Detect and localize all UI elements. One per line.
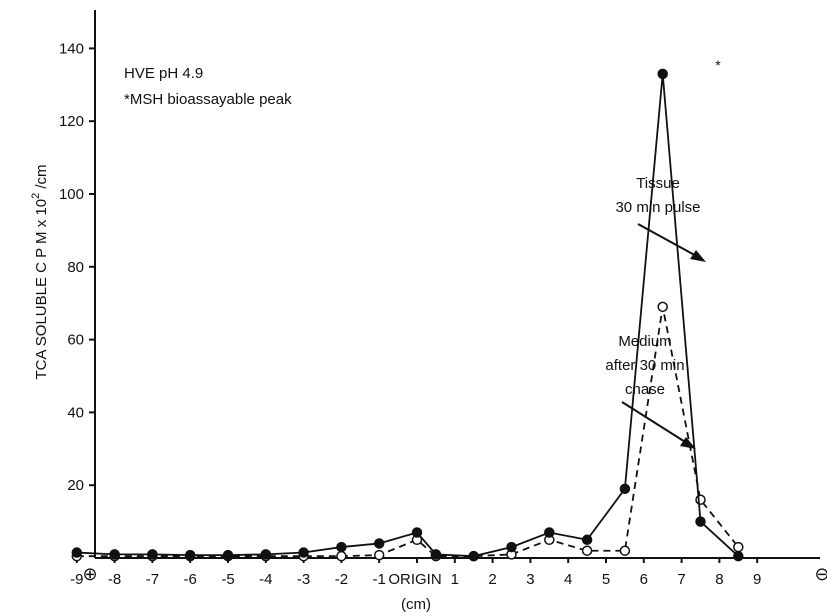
data-point-tissue <box>147 549 158 560</box>
data-point-medium <box>733 541 744 553</box>
annotation-tissue-line2: 30 min pulse <box>615 199 700 216</box>
data-point-tissue <box>695 516 706 527</box>
data-point-medium <box>695 494 706 506</box>
x-tick-label: 7 <box>677 571 685 588</box>
x-tick-label: 5 <box>602 571 610 588</box>
x-tick-label: -8 <box>108 571 121 588</box>
data-point-tissue <box>71 547 83 558</box>
data-point-tissue <box>373 538 385 549</box>
annotation-title-line1: HVE pH 4.9 <box>124 65 203 82</box>
x-tick-label: 9 <box>753 571 761 588</box>
y-axis-title-exponent: 2 <box>30 193 42 199</box>
y-axis-ticks: 20 40 60 80 100 120 140 <box>59 40 95 494</box>
data-point-tissue <box>184 549 196 561</box>
annotation-title-line2: *MSH bioassayable peak <box>124 91 292 108</box>
y-axis-title-main: TCA SOLUBLE C P M x 10 <box>33 199 50 380</box>
medium-arrow-line <box>621 401 691 446</box>
x-tick-label: 8 <box>715 571 723 588</box>
data-point-tissue <box>581 534 593 546</box>
y-axis-title: TCA SOLUBLE C P M x 102 /cm <box>30 164 50 379</box>
x-tick-label: 3 <box>526 571 534 588</box>
y-axis-title-unit: /cm <box>33 164 50 192</box>
data-point-tissue <box>222 549 234 561</box>
data-point-medium <box>657 301 668 313</box>
tissue-arrow-head <box>690 250 706 262</box>
y-tick-label: 40 <box>67 404 84 421</box>
y-tick-label: 140 <box>59 40 84 57</box>
y-tick-label: 80 <box>67 259 84 276</box>
y-tick-label: 120 <box>59 113 84 130</box>
data-point-tissue <box>411 527 423 538</box>
data-point-tissue <box>506 541 517 553</box>
x-axis-end-left-symbol: ⊕ <box>82 564 97 584</box>
data-point-tissue <box>260 549 272 560</box>
data-point-tissue <box>430 549 442 560</box>
data-point-tissue <box>109 549 120 560</box>
annotation-tissue-line1: Tissue <box>636 175 680 192</box>
x-tick-label: ORIGIN <box>388 571 441 588</box>
data-point-tissue <box>619 483 631 495</box>
data-point-medium <box>581 545 593 556</box>
x-tick-label: -5 <box>221 571 234 588</box>
annotation-medium-line2: after 30 min <box>605 357 684 374</box>
data-point-medium <box>373 549 385 561</box>
medium-arrow-head <box>680 437 696 449</box>
series-line-tissue <box>76 73 739 558</box>
x-tick-label: -1 <box>373 571 386 588</box>
x-tick-label: -3 <box>297 571 310 588</box>
data-point-tissue <box>468 550 479 562</box>
x-tick-label: 6 <box>640 571 648 588</box>
data-point-tissue <box>298 547 309 558</box>
x-tick-label: -6 <box>184 571 197 588</box>
x-tick-label: 2 <box>488 571 496 588</box>
y-tick-label: 20 <box>67 477 84 494</box>
x-tick-label: 4 <box>564 571 572 588</box>
annotation-medium-line1: Medium <box>618 333 671 350</box>
y-tick-label: 60 <box>67 332 84 349</box>
x-axis-title: (cm) <box>401 596 431 613</box>
peak-bioassay-marker: * <box>715 57 721 73</box>
x-tick-label: -7 <box>146 571 159 588</box>
annotation-medium-line3: chase <box>625 381 665 398</box>
x-tick-label: -2 <box>335 571 348 588</box>
data-point-tissue <box>544 527 555 538</box>
x-tick-label: -4 <box>259 571 272 588</box>
series-tissue <box>71 68 744 562</box>
data-point-tissue <box>657 68 668 80</box>
x-axis-ticks: -9 -8 -7 -6 -5 -4 -3 -2 -1 ORIGIN 1 2 3 4 5 6 7 8 9 <box>70 558 761 588</box>
x-axis-end-right-symbol: ⊖ <box>814 564 827 584</box>
data-point-tissue <box>733 550 744 562</box>
data-point-tissue <box>336 541 347 553</box>
x-tick-label: 1 <box>451 571 459 588</box>
x-tick-label: -9 <box>70 571 83 588</box>
data-point-medium <box>619 545 631 556</box>
y-tick-label: 100 <box>59 186 84 203</box>
data-point-medium <box>336 550 347 562</box>
